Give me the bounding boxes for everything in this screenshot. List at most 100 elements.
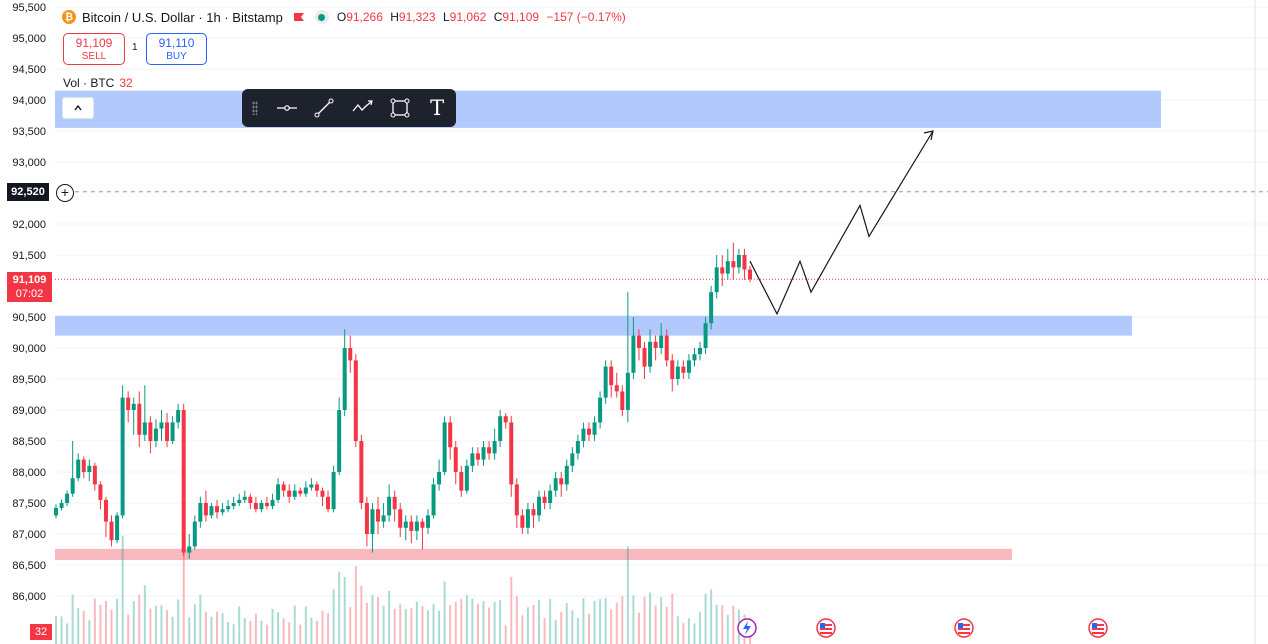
candle-body xyxy=(725,261,730,274)
candle-body xyxy=(176,410,181,423)
price-axis-label: 88,500 xyxy=(12,436,46,448)
candle-body xyxy=(203,503,208,516)
lightning-event-icon[interactable] xyxy=(736,617,758,639)
volume-bar xyxy=(199,594,202,644)
candle-body xyxy=(76,459,81,479)
volume-bar xyxy=(460,599,463,644)
candle-body xyxy=(603,366,608,398)
volume-bar xyxy=(504,625,507,644)
candle-body xyxy=(698,348,703,355)
price-axis-label: 95,500 xyxy=(12,2,46,14)
volume-bar xyxy=(732,605,735,644)
candle-body xyxy=(736,255,741,268)
volume-bar xyxy=(604,597,607,644)
volume-bar xyxy=(388,590,391,644)
volume-bar xyxy=(532,604,535,644)
volume-bar xyxy=(377,597,380,644)
volume-bar xyxy=(693,623,696,644)
path-icon xyxy=(352,100,373,112)
volume-bar xyxy=(476,603,479,644)
volume-bar xyxy=(338,571,341,644)
candle-body xyxy=(414,521,419,531)
candle-body xyxy=(542,496,547,503)
projection-arrowhead xyxy=(923,130,934,141)
volume-bar xyxy=(643,596,646,644)
text-tool[interactable]: T xyxy=(418,89,456,127)
volume-bar xyxy=(682,623,685,644)
volume-bar xyxy=(343,577,346,644)
candle-body xyxy=(575,441,580,454)
candle-body xyxy=(648,341,653,367)
volume-bar xyxy=(393,608,396,644)
last-price-value: 91,109 xyxy=(12,274,47,286)
volume-bar xyxy=(515,596,518,644)
volume-bar xyxy=(193,604,196,644)
volume-bar xyxy=(71,594,74,644)
candle-body xyxy=(153,428,158,441)
volume-bar xyxy=(593,600,596,644)
candle-body xyxy=(620,391,625,410)
buy-button[interactable]: 91,110 BUY xyxy=(146,33,207,65)
volume-bar xyxy=(132,601,135,644)
trend-line-tool[interactable] xyxy=(306,89,344,127)
candle-body xyxy=(92,465,97,485)
volume-bar xyxy=(293,605,296,644)
horizontal-line-tool[interactable] xyxy=(268,89,306,127)
candle-body xyxy=(381,515,386,522)
price-axis-label: 94,000 xyxy=(12,95,46,107)
volume-bar xyxy=(160,605,163,644)
candle-body xyxy=(487,447,492,454)
us-event-flag-icon[interactable] xyxy=(953,617,975,639)
volume-bar xyxy=(282,618,285,644)
volume-bar xyxy=(488,607,491,644)
candle-body xyxy=(215,506,220,513)
sell-button[interactable]: 91,109 SELL xyxy=(63,33,125,65)
bitcoin-icon: ₿ xyxy=(62,10,76,24)
order-quantity[interactable]: 1 xyxy=(132,42,138,53)
volume-bar xyxy=(654,605,657,644)
crosshair-price-label: 92,520 xyxy=(7,183,49,201)
volume-bar xyxy=(360,586,363,644)
symbol-title[interactable]: Bitcoin / U.S. Dollar · 1h · Bitstamp xyxy=(82,9,283,25)
candle-body xyxy=(537,496,542,516)
volume-bar xyxy=(410,608,413,644)
volume-bar xyxy=(526,607,529,644)
candle-body xyxy=(431,484,436,516)
volume-bar xyxy=(327,613,330,644)
add-alert-plus-icon[interactable]: + xyxy=(56,184,74,202)
path-tool[interactable] xyxy=(343,89,381,127)
volume-bar xyxy=(88,620,91,644)
drag-handle-icon[interactable] xyxy=(252,101,258,115)
volume-bar xyxy=(166,610,169,644)
candle-body xyxy=(109,521,114,541)
collapse-legend-button[interactable] xyxy=(62,97,94,119)
volume-bar xyxy=(637,612,640,644)
market-status-icon[interactable] xyxy=(314,10,329,24)
volume-bar xyxy=(116,598,119,644)
volume-bar xyxy=(454,602,457,644)
candle-body xyxy=(748,269,752,280)
candle-body xyxy=(664,335,669,361)
candle-body xyxy=(598,397,603,423)
us-event-flag-icon[interactable] xyxy=(1087,617,1109,639)
candle-body xyxy=(142,422,147,435)
candle-body xyxy=(65,493,70,503)
volume-bar xyxy=(632,595,635,644)
volume-bar xyxy=(626,546,629,644)
candle-body xyxy=(614,385,619,392)
volume-bar xyxy=(687,618,690,644)
price-axis-label: 93,000 xyxy=(12,157,46,169)
us-event-flag-icon[interactable] xyxy=(815,617,837,639)
price-axis-label: 87,000 xyxy=(12,529,46,541)
candle-body xyxy=(686,360,691,373)
volume-bar xyxy=(576,618,579,644)
rectangle-tool[interactable] xyxy=(381,89,419,127)
flag-icon[interactable] xyxy=(293,12,305,22)
candle-body xyxy=(287,490,292,497)
candle-body xyxy=(742,255,747,270)
candle-body xyxy=(320,490,325,497)
volume-bar xyxy=(149,608,152,644)
candle-body xyxy=(398,509,403,528)
